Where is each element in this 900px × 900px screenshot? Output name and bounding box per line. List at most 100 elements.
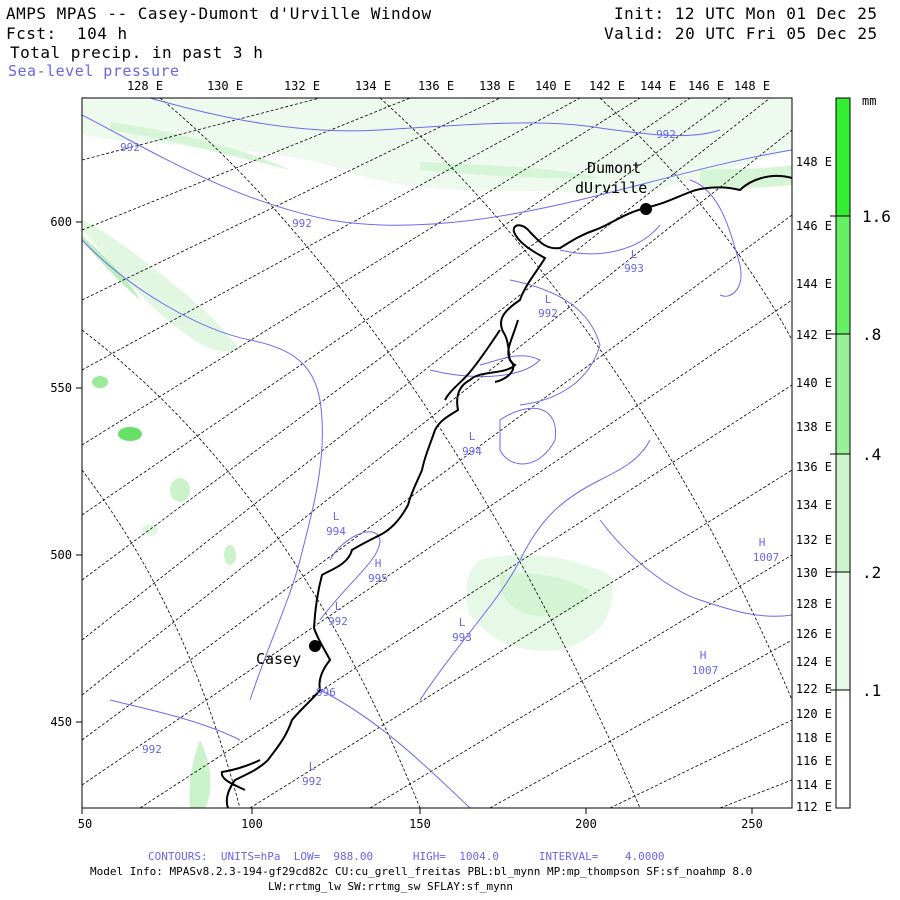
colorbar-frame: [835, 97, 851, 809]
pressure-kind: H: [375, 557, 382, 570]
pressure-label: 992: [328, 615, 348, 628]
top-lon-label: 146 E: [688, 79, 724, 93]
init-time: Init: 12 UTC Mon 01 Dec 25: [614, 4, 878, 23]
pressure-contour: [319, 689, 471, 808]
station-labels: Dumont dUrville Casey: [256, 159, 647, 668]
colorbar-label: 1.6: [862, 207, 891, 226]
model-info-2: LW:rrtmg_lw SW:rrtmg_sw SFLAY:sf_mynn: [268, 880, 514, 893]
meridian-line: [82, 98, 411, 231]
y-axis-label: 600: [50, 215, 72, 229]
meridian-line: [249, 469, 792, 808]
right-lon-label: 112 E: [796, 800, 832, 814]
map-frame: [81, 97, 793, 809]
pressure-contour: [599, 519, 792, 617]
precip-area: [224, 545, 236, 565]
precip-area: [82, 98, 792, 196]
pressure-label: 994: [462, 445, 482, 458]
right-lon-label: 148 E: [796, 155, 832, 169]
right-lon-label: 114 E: [796, 778, 832, 792]
colorbar-label: .1: [862, 681, 881, 700]
right-lon-label: 138 E: [796, 420, 832, 434]
top-lon-label: 142 E: [589, 79, 625, 93]
pressure-label: 992: [292, 217, 312, 230]
right-lon-label: 122 E: [796, 682, 832, 696]
coastline: [220, 174, 792, 808]
precip-area: [118, 427, 142, 441]
pressure-contour: [689, 179, 742, 297]
right-lon-label: 134 E: [796, 498, 832, 512]
pressure-kind: H: [759, 536, 766, 549]
precip-area: [82, 236, 140, 300]
right-lon-labels: 148 E 146 E 144 E 142 E 140 E 138 E 136 …: [796, 155, 832, 814]
colorbar-unit: mm: [862, 94, 876, 108]
y-axis-label: 550: [50, 381, 72, 395]
x-axis-label: 200: [575, 817, 597, 831]
meridian-line: [82, 98, 691, 516]
latitude-arc: [599, 98, 792, 341]
right-lon-label: 116 E: [796, 754, 832, 768]
pressure-label: 992: [120, 141, 140, 154]
colorbar-label: .4: [862, 445, 881, 464]
pressure-kind: L: [333, 510, 340, 523]
pressure-label: 993: [624, 262, 644, 275]
station-name: Casey: [256, 650, 301, 668]
y-axis-label: 500: [50, 548, 72, 562]
pressure-label: 992: [302, 775, 322, 788]
meridian-line: [139, 384, 792, 808]
precip-area: [170, 478, 190, 502]
latitude-arc: [159, 98, 641, 808]
pressure-kind: L: [631, 248, 638, 261]
graticule: [82, 98, 792, 808]
pressure-contour: [429, 355, 541, 377]
right-lon-label: 142 E: [796, 328, 832, 342]
meridian-line: [719, 779, 792, 808]
station-marker-dumont: [640, 203, 652, 215]
pressure-label: 993: [452, 631, 472, 644]
pressure-kind: L: [459, 616, 466, 629]
forecast-hour: Fcst: 104 h: [6, 24, 128, 43]
colorbar-label: .8: [862, 325, 881, 344]
colorbar-label: .2: [862, 563, 881, 582]
pressure-contour: [109, 699, 241, 741]
pressure-kind: L: [469, 430, 476, 443]
pressure-kind: L: [545, 293, 552, 306]
station-marker-casey: [309, 640, 321, 652]
meridian-line: [82, 98, 501, 301]
meridian-line: [82, 129, 792, 696]
pressure-contour: [419, 439, 651, 701]
top-lon-label: 140 E: [535, 79, 571, 93]
colorbar-labels: mm 1.6 .8 .4 .2 .1: [862, 94, 891, 700]
top-lon-label: 132 E: [284, 79, 320, 93]
top-lon-label: 148 E: [734, 79, 770, 93]
y-axis-label: 450: [50, 715, 72, 729]
pressure-label: 995: [368, 572, 388, 585]
coastline-path: [225, 174, 792, 808]
meridian-line: [82, 98, 641, 446]
pressure-kind: L: [335, 600, 342, 613]
pressure-contour: [559, 224, 661, 255]
colorbar-segment: [836, 98, 850, 216]
station-name: dUrville: [575, 179, 647, 197]
latitude-arc: [379, 98, 792, 701]
precip-area: [92, 376, 108, 388]
station-name: Dumont: [587, 159, 641, 177]
x-axis-label: 250: [741, 817, 763, 831]
latitude-arc: [82, 329, 421, 808]
x-axis-label: 100: [241, 817, 263, 831]
model-info: Model Info: MPASv8.2.3-194-gf29cd82c CU:…: [90, 865, 753, 878]
valid-time: Valid: 20 UTC Fri 05 Dec 25: [604, 24, 878, 43]
top-lon-label: 130 E: [207, 79, 243, 93]
meridian-line: [82, 214, 792, 741]
right-lon-label: 118 E: [796, 731, 832, 745]
precip-area: [499, 573, 590, 617]
top-lon-labels: 128 E 130 E 132 E 134 E 136 E 138 E 140 …: [127, 79, 770, 93]
pressure-contour: [82, 239, 323, 701]
pressure-label: 1007: [692, 664, 719, 677]
top-lon-label: 144 E: [640, 79, 676, 93]
colorbar-segment: [836, 690, 850, 808]
coastline-path: [220, 759, 261, 791]
top-lon-label: 128 E: [127, 79, 163, 93]
right-lon-label: 146 E: [796, 219, 832, 233]
top-lon-label: 138 E: [479, 79, 515, 93]
